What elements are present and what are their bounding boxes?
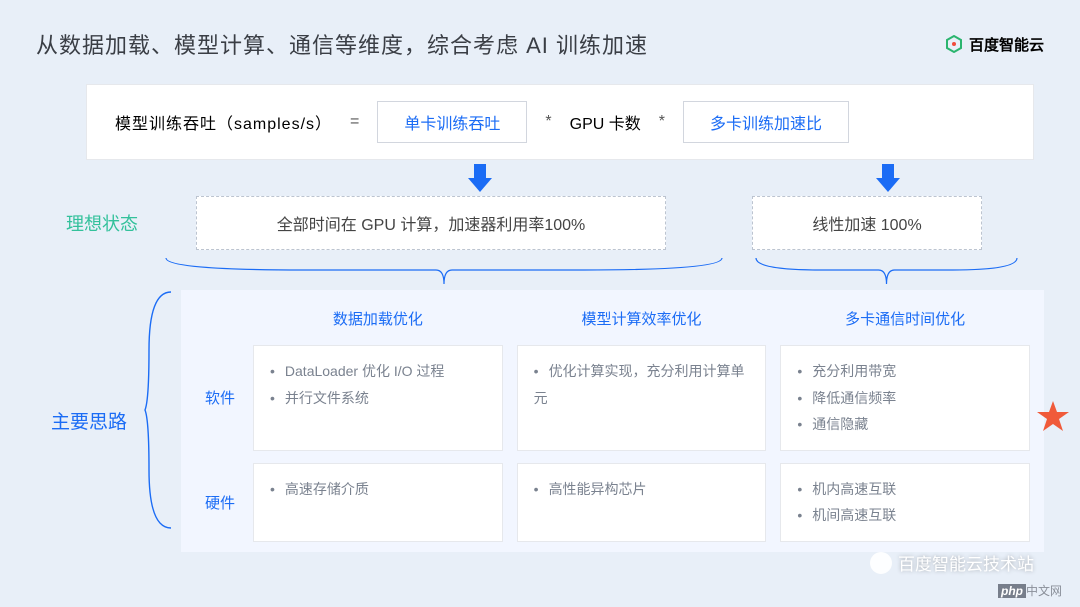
term-multi-card: 多卡训练加速比 [683, 101, 849, 143]
logo-text: 百度智能云 [969, 34, 1044, 55]
header: 从数据加载、模型计算、通信等维度，综合考虑 AI 训练加速 百度智能云 [36, 28, 1044, 60]
term-single-card: 单卡训练吞吐 [377, 101, 527, 143]
col-title-data: 数据加载优化 [253, 304, 503, 333]
list-item: 优化计算实现，充分利用计算单元 [534, 358, 750, 411]
page-title: 从数据加载、模型计算、通信等维度，综合考虑 AI 训练加速 [36, 28, 648, 60]
brace-icon [754, 256, 1019, 290]
php-rest: 中文网 [1026, 584, 1062, 598]
ideal-box-linear: 线性加速 100% [752, 196, 982, 250]
optimization-grid: 数据加载优化 模型计算效率优化 多卡通信时间优化 软件 DataLoader 优… [195, 304, 1030, 542]
list-item: 并行文件系统 [270, 385, 486, 412]
arrow-down-icon [876, 178, 900, 192]
cell-comm-hw: 机内高速互联机间高速互联 [780, 463, 1030, 542]
slide: 从数据加载、模型计算、通信等维度，综合考虑 AI 训练加速 百度智能云 模型训练… [0, 0, 1080, 607]
cell-comm-sw: 充分利用带宽降低通信频率通信隐藏 [780, 345, 1030, 451]
times-2: * [659, 113, 665, 131]
star-icon [1036, 400, 1070, 434]
list-item: 机内高速互联 [797, 476, 1013, 503]
bracket-icon [143, 290, 173, 552]
watermark-icon [870, 552, 892, 574]
row-label-hardware: 硬件 [195, 463, 239, 542]
list-item: 机间高速互联 [797, 502, 1013, 529]
watermark-text: 百度智能云技术站 [898, 550, 1034, 575]
main-label: 主要思路 [51, 290, 181, 552]
cell-compute-sw: 优化计算实现，充分利用计算单元 [517, 345, 767, 451]
brace-icon [164, 256, 724, 290]
col-title-comm: 多卡通信时间优化 [780, 304, 1030, 333]
arrows-row [36, 160, 1044, 196]
brand-logo: 百度智能云 [945, 34, 1044, 55]
ideal-label: 理想状态 [66, 210, 166, 236]
php-badge: php [998, 584, 1026, 598]
list-item: 通信隐藏 [797, 411, 1013, 438]
term-gpu-count: GPU 卡数 [570, 110, 641, 134]
arrow-down-icon [468, 178, 492, 192]
cell-data-sw: DataLoader 优化 I/O 过程并行文件系统 [253, 345, 503, 451]
cell-data-hw: 高速存储介质 [253, 463, 503, 542]
braces-row [36, 256, 1044, 290]
list-item: 降低通信频率 [797, 385, 1013, 412]
formula-bar: 模型训练吞吐（samples/s） = 单卡训练吞吐 * GPU 卡数 * 多卡… [86, 84, 1034, 160]
main-row: 主要思路 数据加载优化 模型计算效率优化 多卡通信时间优化 软件 DataLoa… [51, 290, 1044, 552]
times-1: * [545, 113, 551, 131]
row-label-software: 软件 [195, 345, 239, 451]
col-title-compute: 模型计算效率优化 [517, 304, 767, 333]
list-item: 高性能异构芯片 [534, 476, 750, 503]
main-label-text: 主要思路 [51, 407, 127, 434]
main-block: 数据加载优化 模型计算效率优化 多卡通信时间优化 软件 DataLoader 优… [181, 290, 1044, 552]
list-item: 充分利用带宽 [797, 358, 1013, 385]
list-item: 高速存储介质 [270, 476, 486, 503]
watermark: 百度智能云技术站 [870, 550, 1034, 575]
list-item: DataLoader 优化 I/O 过程 [270, 358, 486, 385]
ideal-row: 理想状态 全部时间在 GPU 计算，加速器利用率100% 线性加速 100% [66, 196, 1044, 250]
ideal-box-gpu: 全部时间在 GPU 计算，加速器利用率100% [196, 196, 666, 250]
equals-sign: = [350, 113, 359, 131]
logo-icon [945, 35, 963, 53]
formula-lhs: 模型训练吞吐（samples/s） [115, 110, 332, 134]
source-tag: php中文网 [998, 582, 1062, 599]
cell-compute-hw: 高性能异构芯片 [517, 463, 767, 542]
